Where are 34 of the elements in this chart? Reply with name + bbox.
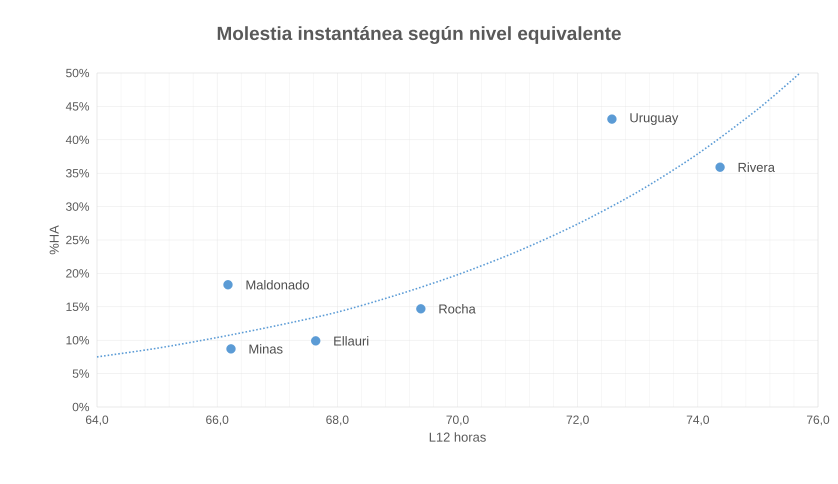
y-tick-label: 0% <box>72 402 90 412</box>
point <box>416 304 426 314</box>
chart-title: Molestia instantánea según nivel equivalente <box>218 26 621 44</box>
x-tick-label: 76,0 <box>806 416 830 426</box>
x-tick-label: 64,0 <box>86 416 108 426</box>
y-tick-label: 20% <box>66 269 90 278</box>
y-tick-label: 25% <box>66 236 90 244</box>
x-tick-label: 68,0 <box>326 416 349 426</box>
line-series <box>96 72 801 358</box>
y-tick-label: 45% <box>66 102 90 111</box>
y-axis-title: %HA <box>50 225 59 254</box>
x-tick-label: 70,0 <box>446 416 469 426</box>
annotation: Minas <box>250 344 283 354</box>
point <box>226 344 236 354</box>
annotation: Maldonado <box>246 280 309 290</box>
x-axis-title: L12 horas <box>430 432 486 442</box>
y-tick-label: 5% <box>72 369 90 378</box>
y-tick-label: 30% <box>66 202 90 211</box>
annotation: Rivera <box>738 162 775 172</box>
point <box>311 336 320 346</box>
y-tick-label: 10% <box>66 336 90 344</box>
annotation: Ellauri <box>334 336 368 346</box>
x-tick-label: 72,0 <box>566 416 589 426</box>
y-tick-label: 50% <box>66 68 90 78</box>
point <box>223 280 233 290</box>
annotation: Rocha <box>439 304 476 314</box>
y-tick-label: 35% <box>66 168 90 178</box>
point <box>715 162 725 172</box>
y-tick-label: 40% <box>66 136 90 144</box>
point <box>607 114 617 124</box>
annotation: Uruguay <box>630 113 678 125</box>
x-tick-label: 74,0 <box>686 416 710 426</box>
y-tick-label: 15% <box>66 302 90 311</box>
x-tick-label: 66,0 <box>206 416 228 426</box>
